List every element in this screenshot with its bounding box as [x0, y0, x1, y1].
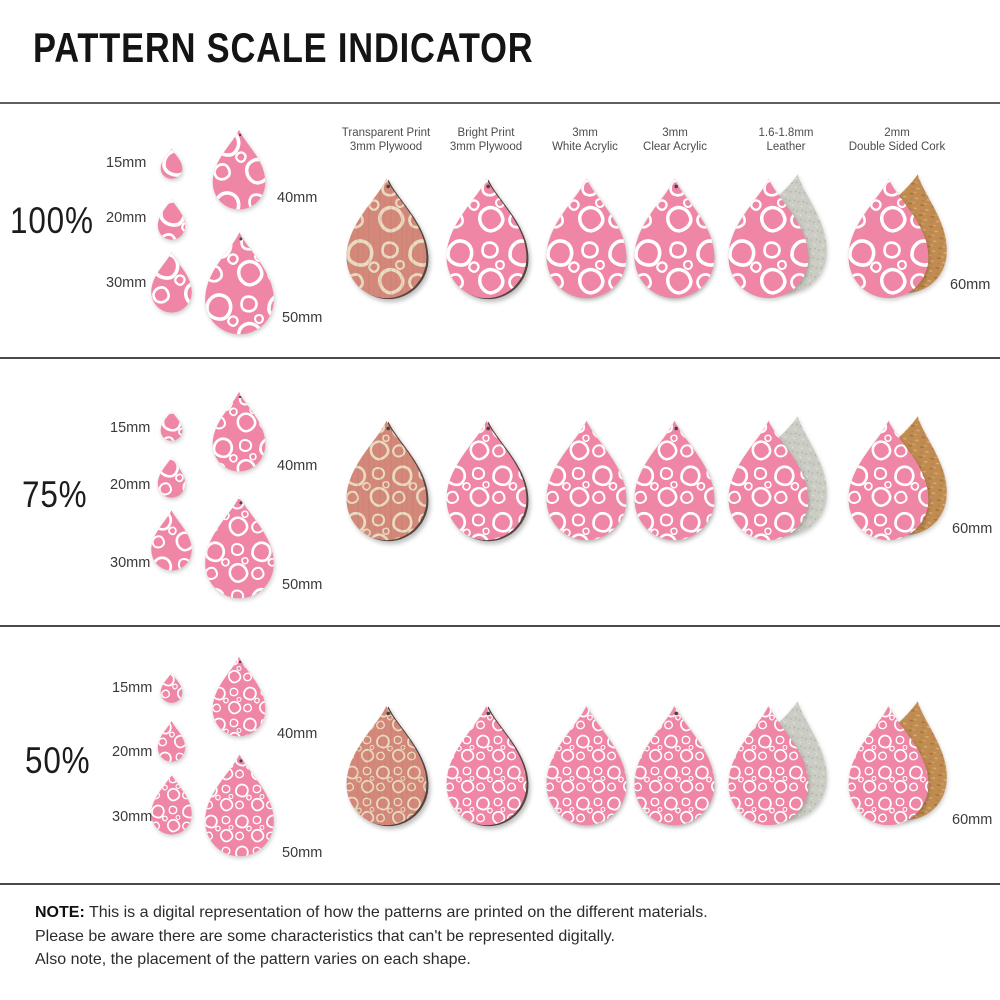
scale-label-75: 75% [22, 474, 88, 515]
note-line-3: Also note, the placement of the pattern … [35, 951, 471, 968]
size-label-60mm: 60mm [952, 812, 993, 828]
teardrop-50-cork [848, 705, 929, 826]
size-label-30mm: 30mm [112, 809, 153, 825]
size-label-50mm: 50mm [282, 577, 323, 593]
teardrop-50-leather [728, 705, 809, 826]
teardrop-75-clear-acrylic [634, 420, 715, 541]
size-label-20mm: 20mm [106, 210, 147, 226]
size-label-40mm: 40mm [277, 190, 318, 206]
teardrop-75-20mm [157, 456, 186, 498]
note-line-2: Please be aware there are some character… [35, 927, 615, 945]
teardrop-100-15mm [160, 148, 183, 179]
teardrop-75-15mm [160, 410, 183, 441]
scale-label-50: 50% [25, 740, 91, 781]
teardrop-50-clear-acrylic [634, 705, 715, 826]
teardrop-100-leather [728, 178, 809, 299]
size-label-15mm: 15mm [106, 155, 147, 171]
size-label-40mm: 40mm [277, 458, 318, 474]
size-label-30mm: 30mm [106, 275, 147, 291]
size-label-20mm: 20mm [112, 744, 153, 760]
teardrop-75-white-acrylic [546, 420, 627, 541]
teardrop-100-20mm [157, 198, 186, 240]
column-header-bright-plywood: Bright Print 3mm Plywood [449, 127, 523, 153]
teardrop-50-50mm [205, 754, 274, 857]
row-divider [0, 357, 1000, 359]
size-label-40mm: 40mm [277, 726, 318, 742]
teardrop-50-20mm [157, 720, 186, 762]
teardrop-100-clear-acrylic [634, 178, 715, 299]
title-divider [0, 102, 1000, 104]
teardrop-75-50mm [205, 496, 274, 599]
page-title: PATTERN SCALE INDICATOR [33, 24, 534, 71]
teardrop-50-bright-plywood [446, 705, 527, 826]
teardrop-50-white-acrylic [546, 705, 627, 826]
teardrop-50-40mm [212, 656, 266, 737]
size-label-60mm: 60mm [950, 277, 991, 293]
teardrop-100-30mm [151, 252, 192, 313]
note-divider [0, 883, 1000, 885]
teardrop-100-bright-plywood [446, 178, 527, 299]
size-label-15mm: 15mm [110, 420, 151, 436]
column-header-transparent-plywood: Transparent Print 3mm Plywood [341, 127, 431, 153]
teardrop-75-leather [728, 420, 809, 541]
teardrop-100-50mm [205, 232, 274, 335]
teardrop-50-15mm [160, 672, 183, 703]
teardrop-75-40mm [212, 391, 266, 472]
teardrop-100-transparent-plywood [346, 178, 427, 299]
column-header-white-acrylic: 3mm White Acrylic [552, 127, 618, 153]
column-header-clear-acrylic: 3mm Clear Acrylic [643, 127, 707, 153]
teardrop-50-30mm [151, 774, 192, 835]
size-label-50mm: 50mm [282, 845, 323, 861]
size-label-50mm: 50mm [282, 310, 323, 326]
teardrop-75-bright-plywood [446, 420, 527, 541]
note-line-1: NOTE: This is a digital representation o… [35, 904, 708, 921]
size-label-30mm: 30mm [110, 555, 151, 571]
teardrop-100-cork [848, 178, 929, 299]
teardrop-75-transparent-plywood [346, 420, 427, 541]
column-header-leather: 1.6-1.8mm Leather [758, 127, 814, 153]
size-label-15mm: 15mm [112, 680, 153, 696]
row-divider [0, 625, 1000, 627]
teardrop-75-cork [848, 420, 929, 541]
note: NOTE: This is a digital representation o… [35, 901, 708, 972]
teardrop-100-40mm [212, 129, 266, 210]
size-label-20mm: 20mm [110, 477, 151, 493]
teardrop-100-white-acrylic [546, 178, 627, 299]
size-label-60mm: 60mm [952, 521, 993, 537]
teardrop-75-30mm [151, 510, 192, 571]
teardrop-50-transparent-plywood [346, 705, 427, 826]
scale-label-100: 100% [10, 200, 94, 241]
column-header-cork: 2mm Double Sided Cork [848, 127, 946, 153]
